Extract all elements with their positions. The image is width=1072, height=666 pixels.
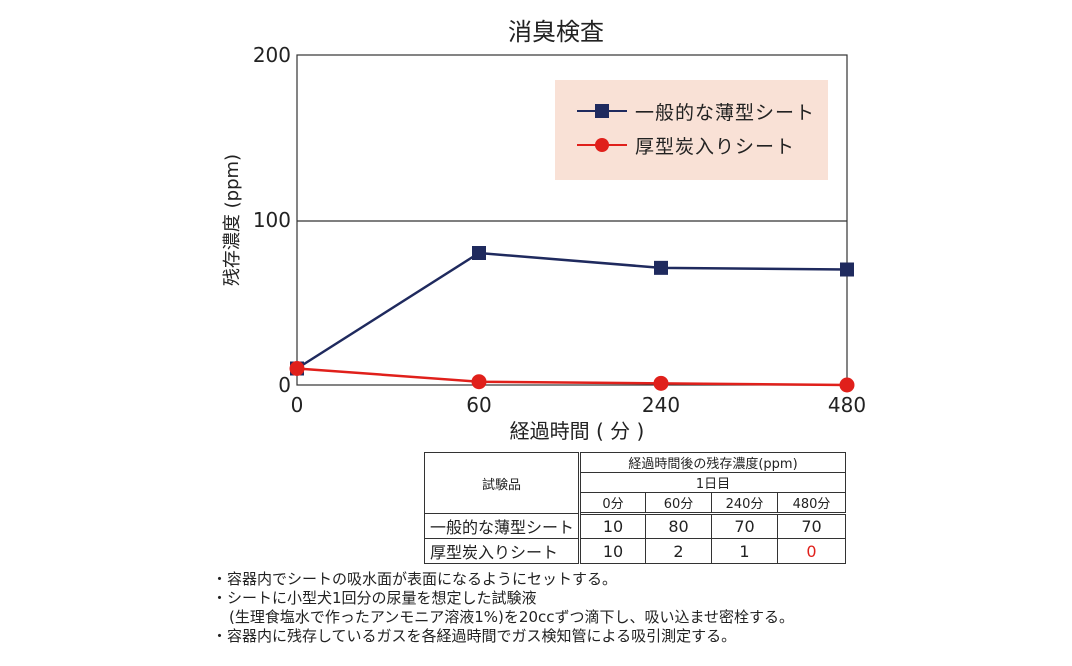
legend-label: 厚型炭入りシート xyxy=(635,135,796,158)
x-tick-label: 480 xyxy=(828,393,866,417)
series-line-0 xyxy=(296,251,848,370)
y-axis-label: 残存濃度 (ppm) xyxy=(222,154,243,286)
y-tick-label: 100 xyxy=(253,208,291,232)
data-point-circle xyxy=(289,361,305,376)
data-point-square xyxy=(654,260,668,275)
table-header-main: 経過時間後の残存濃度(ppm) xyxy=(579,452,846,473)
data-point-circle xyxy=(653,375,669,391)
legend-item-thin-sheet: 一般的な薄型シート xyxy=(555,94,828,128)
plot-frame xyxy=(296,54,848,386)
table-unit-cell: 0分 xyxy=(579,492,646,515)
legend-swatch-circle-icon xyxy=(577,135,627,155)
table-cell: 0 xyxy=(777,538,846,564)
table-row: 一般的な薄型シート 10 80 70 70 xyxy=(424,513,846,539)
series-line-1 xyxy=(296,367,848,387)
legend-label: 一般的な薄型シート xyxy=(635,101,816,124)
table-cell: 70 xyxy=(777,513,846,539)
table-header-sub: 1日目 xyxy=(579,472,846,493)
legend-item-carbon-sheet: 厚型炭入りシート xyxy=(555,128,828,162)
table-unit-cell: 480分 xyxy=(777,492,846,515)
x-tick-label: 0 xyxy=(291,393,304,417)
table-cell: 1 xyxy=(711,538,778,564)
x-tick-label: 240 xyxy=(642,393,680,417)
table-cell: 80 xyxy=(645,513,712,539)
table-cell: 70 xyxy=(711,513,778,539)
data-point-circle xyxy=(839,377,855,393)
table-corner: 試験品 xyxy=(424,452,581,514)
data-point-square xyxy=(472,246,486,260)
table-units-row: 0分 60分 240分 480分 xyxy=(425,492,846,515)
x-axis-label: 経過時間 ( 分 ) xyxy=(510,419,645,443)
note-line: ・容器内に残存しているガスを各経過時間でガス検知管による吸引測定する。 xyxy=(212,627,737,645)
data-point-circle xyxy=(471,374,487,390)
table-header-row: 試験品 経過時間後の残存濃度(ppm) xyxy=(424,452,846,514)
table-row: 厚型炭入りシート 10 2 1 0 xyxy=(424,538,846,564)
table-cell: 10 xyxy=(579,513,646,539)
note-line: ・シートに小型犬1回分の尿量を想定した試験液 xyxy=(212,589,537,607)
table-cell: 10 xyxy=(579,538,646,564)
note-line: (生理食塩水で作ったアンモニア溶液1%)を20ccずつ滴下し、吸い込ませ密栓する… xyxy=(229,608,795,626)
y-tick-label: 200 xyxy=(253,43,291,67)
table-unit-cell: 240分 xyxy=(711,492,778,515)
y-tick-label: 0 xyxy=(278,373,291,397)
table-row-label: 一般的な薄型シート xyxy=(424,513,581,539)
table-unit-cell: 60分 xyxy=(645,492,712,515)
chart-title: 消臭検査 xyxy=(508,18,604,46)
notes: ・容器内でシートの吸水面が表面になるようにセットする。 ・シートに小型犬1回分の… xyxy=(212,570,794,646)
results-table: 試験品 経過時間後の残存濃度(ppm) 1日目 0分 60分 240分 480分… xyxy=(424,452,846,564)
legend: 一般的な薄型シート 厚型炭入りシート xyxy=(555,80,828,180)
note-line: ・容器内でシートの吸水面が表面になるようにセットする。 xyxy=(212,570,618,588)
data-point-square xyxy=(840,262,854,277)
table-row-label: 厚型炭入りシート xyxy=(424,538,581,564)
table-cell: 2 xyxy=(645,538,712,564)
x-tick-label: 60 xyxy=(466,393,491,417)
legend-swatch-square-icon xyxy=(577,101,627,121)
